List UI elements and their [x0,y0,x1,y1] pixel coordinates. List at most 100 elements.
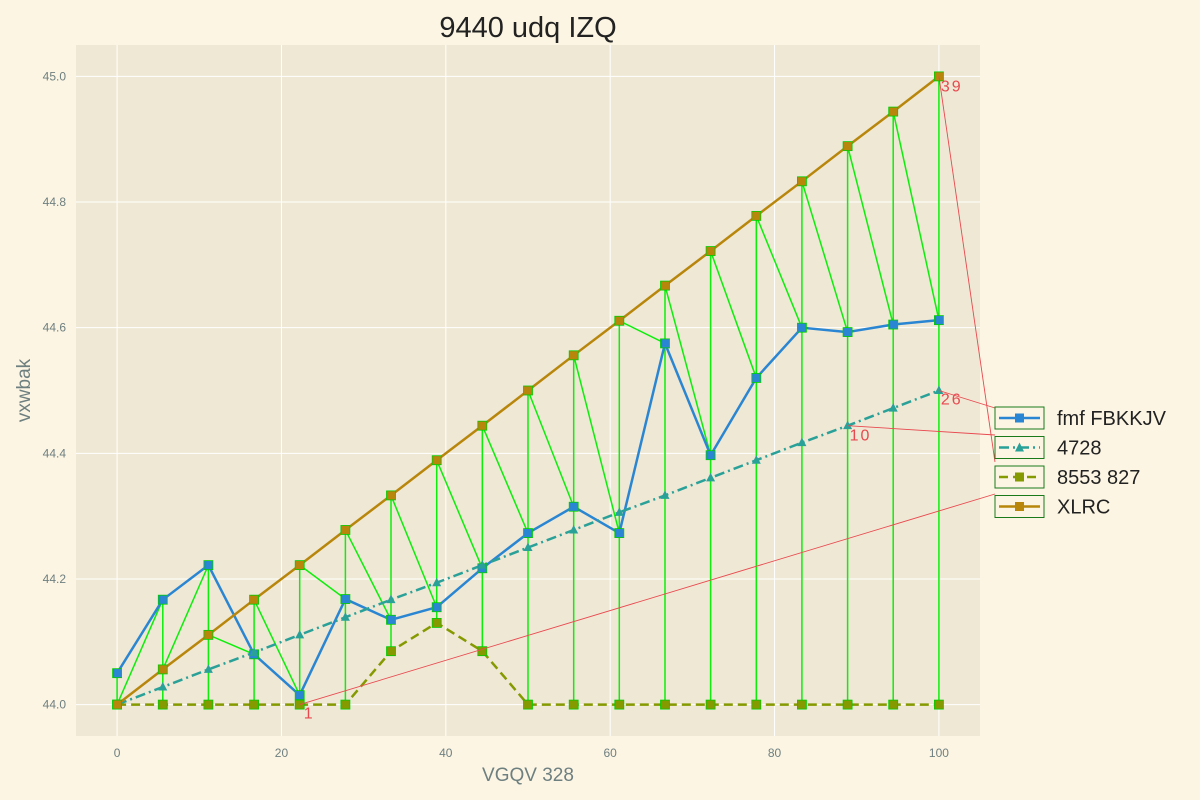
data-point [660,280,670,291]
data-point [751,455,761,464]
data-point [386,594,396,604]
data-point [660,490,670,499]
y-tick-label: 45.0 [43,69,67,83]
y-tick-label: 44.6 [43,321,67,335]
annotation-leader-line [299,493,996,706]
data-point [203,629,214,640]
data-point [569,524,579,534]
data-point [660,699,670,710]
legend-swatch-frame [994,406,1045,430]
data-point [249,647,259,656]
data-point [157,594,168,605]
data-point [797,437,807,447]
legend-label: 4728 [1057,438,1102,460]
data-point [614,699,625,710]
data-point [477,646,488,657]
data-point [523,699,533,710]
legend-marker [1015,413,1024,423]
data-point [568,699,579,710]
annotation-leader-line [938,76,996,463]
data-point [431,602,442,613]
data-point [477,420,488,431]
data-point [934,315,944,326]
data-point [888,319,899,330]
y-tick-label: 44.2 [43,572,67,586]
data-point [386,614,396,625]
data-point [523,528,533,538]
data-point [295,629,305,639]
data-point [568,501,579,512]
legend-label: 8553 827 [1057,467,1140,489]
x-tick-label: 100 [929,746,949,760]
y-tick-label: 44.8 [43,195,67,209]
data-point [249,594,259,605]
data-point [294,560,305,571]
data-point [340,612,350,621]
data-point [203,699,214,710]
x-tick-label: 20 [275,746,289,760]
data-point [340,699,351,710]
data-point [751,699,762,710]
data-point [842,327,853,337]
y-tick-label: 44.4 [43,446,67,460]
data-point [705,450,716,461]
data-point [340,525,351,535]
data-point [294,690,305,701]
annotation-label: 10 [850,428,872,445]
data-point [158,682,168,691]
data-point [705,246,716,256]
legend-label: fmf FBKKJV [1057,408,1167,430]
legend-label: XLRC [1057,497,1110,519]
data-point [386,490,396,501]
legend-swatch-frame [994,436,1045,459]
series-markers [112,71,944,710]
x-tick-label: 60 [604,746,618,760]
legend-marker [1015,502,1024,511]
annotation-label: 1 [304,706,315,723]
data-point [614,315,625,326]
data-point [523,542,533,552]
data-point [842,699,853,710]
data-point [843,420,853,430]
data-point [797,322,807,333]
annotation-leader-line [847,425,996,436]
grid [76,45,980,736]
annotation-label: 26 [941,392,963,409]
data-point [888,403,898,412]
data-point [431,618,442,628]
data-point [157,664,168,675]
x-tick-label: 80 [768,746,782,760]
data-point [934,699,944,710]
data-point [705,699,716,710]
data-point [523,385,533,396]
data-point [614,507,624,516]
annotation-label: 39 [941,78,963,95]
data-point [203,664,213,673]
annotation-leader-lines [299,76,996,706]
data-point [706,472,716,482]
legend-swatch-frame [994,495,1045,518]
annotations: 1 10 26 39 [304,78,963,723]
data-point [477,560,487,569]
data-point [203,560,214,571]
data-point [386,646,396,657]
legend-marker [1015,472,1024,482]
data-point [432,577,442,587]
data-point [614,528,625,538]
legend-marker [1015,442,1024,452]
data-point [888,699,899,710]
y-tick-label: 44.0 [43,698,67,712]
data-point [751,210,762,221]
data-point [934,385,944,394]
legend-swatch-frame [994,465,1045,489]
chart-title: 9440 udq IZQ [439,12,616,44]
data-point [157,699,168,710]
data-point [797,699,807,710]
y-axis-label: vxwbak [14,358,35,422]
data-point [568,350,579,361]
data-point [112,699,122,710]
x-tick-label: 40 [439,746,453,760]
data-point [660,338,670,349]
x-tick-label: 0 [114,746,121,760]
